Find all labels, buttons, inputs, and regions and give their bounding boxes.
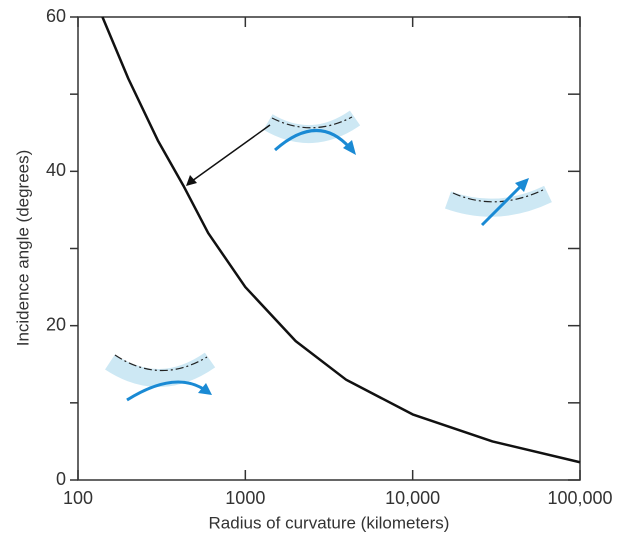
band	[105, 352, 216, 387]
y-tick-label: 0	[56, 469, 66, 489]
dash-curve	[452, 189, 544, 203]
band	[444, 185, 552, 217]
arrow-head	[515, 178, 529, 192]
illustrations	[105, 110, 552, 402]
dash-curve	[114, 354, 208, 372]
x-tick-label: 100	[63, 488, 93, 508]
arrow	[480, 183, 524, 227]
y-tick-label: 60	[46, 6, 66, 26]
y-tick-label: 40	[46, 160, 66, 180]
pointer-head	[186, 175, 197, 186]
arrow	[126, 380, 206, 402]
line	[101, 16, 581, 464]
band	[263, 110, 361, 143]
y-tick-label: 20	[46, 314, 66, 334]
arrow-head	[198, 383, 212, 395]
x-axis-label: Radius of curvature (kilometers)	[209, 513, 450, 532]
y-axis-label: Incidence angle (degrees)	[13, 150, 32, 347]
x-tick-label: 1000	[225, 488, 265, 508]
x-tick-label: 10,000	[385, 488, 440, 508]
x-tick-label: 100,000	[547, 488, 612, 508]
pointer	[191, 124, 271, 182]
arrow-head	[343, 140, 356, 155]
arrow	[274, 129, 352, 152]
plot-frame	[77, 16, 581, 481]
